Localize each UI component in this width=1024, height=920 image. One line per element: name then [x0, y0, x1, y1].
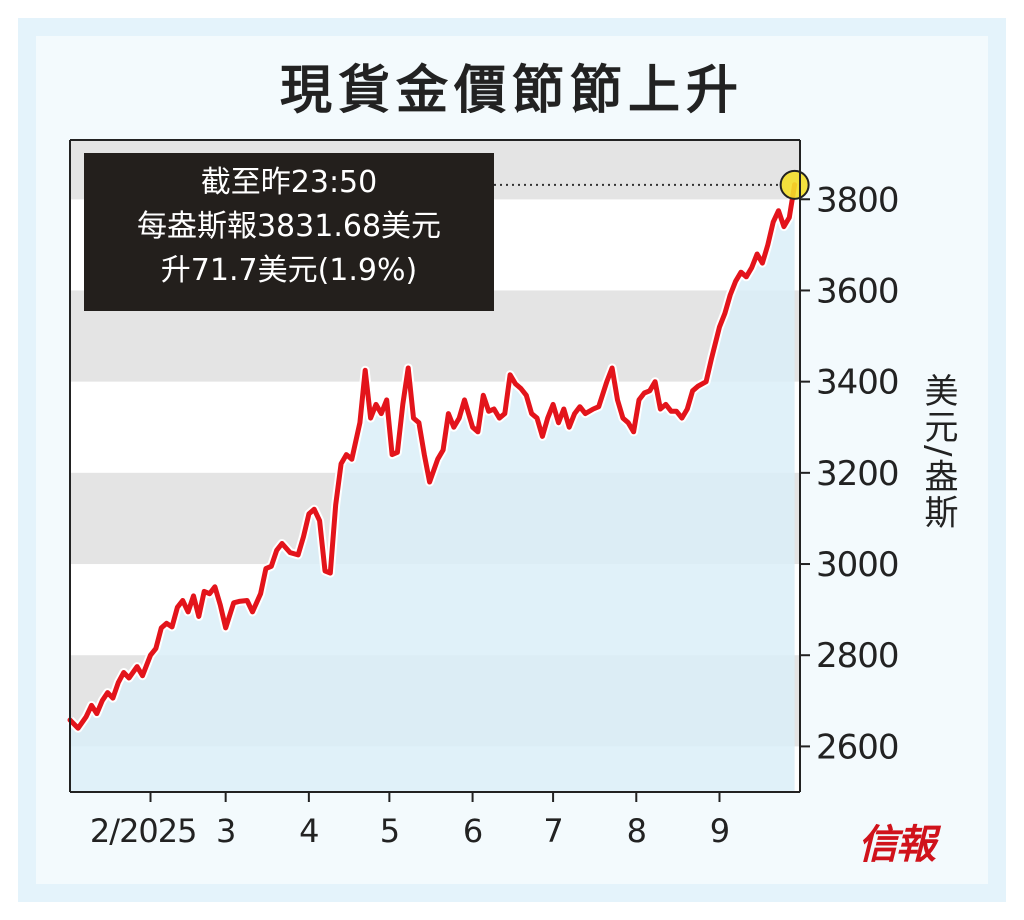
x-axis: 2/2025 3 4 5 6 7 8 9 [70, 791, 800, 850]
x-tick-label: 9 [710, 812, 729, 850]
source-logo: 信報 [858, 821, 936, 868]
y-tick-label: 3600 [816, 271, 899, 311]
x-tick-label: 2/2025 [90, 812, 197, 850]
price-area-fill [70, 184, 795, 792]
annotation-line-2: 每盎斯報3831.68美元 [136, 209, 442, 244]
y-tick-label: 3200 [816, 454, 899, 494]
x-tick-label: 5 [380, 812, 399, 850]
price-line [67, 182, 798, 731]
latest-price-annotation: 截至昨23:50 每盎斯報3831.68美元 升71.7美元(1.9%) [84, 153, 494, 311]
annotation-line-1: 截至昨23:50 [200, 165, 378, 200]
y-tick-label: 2600 [816, 727, 899, 767]
y-tick-label: 3800 [816, 180, 899, 220]
latest-price-marker [779, 169, 810, 200]
y-tick-label: 3400 [816, 363, 899, 403]
y-axis-label: 美元/盎斯 [918, 373, 958, 531]
y-tick-label: 2800 [816, 636, 899, 676]
x-tick-label: 3 [216, 812, 235, 850]
y-axis: 2600 2800 3000 3200 3400 3600 3800 [799, 140, 900, 792]
annotation-line-3: 升71.7美元(1.9%) [160, 253, 418, 288]
x-tick-label: 8 [627, 812, 646, 850]
chart-title: 現貨金價節節上升 [279, 61, 744, 121]
x-tick-label: 4 [299, 812, 318, 850]
x-tick-label: 7 [543, 812, 562, 850]
x-tick-label: 6 [463, 812, 482, 850]
y-tick-label: 3000 [816, 545, 899, 585]
